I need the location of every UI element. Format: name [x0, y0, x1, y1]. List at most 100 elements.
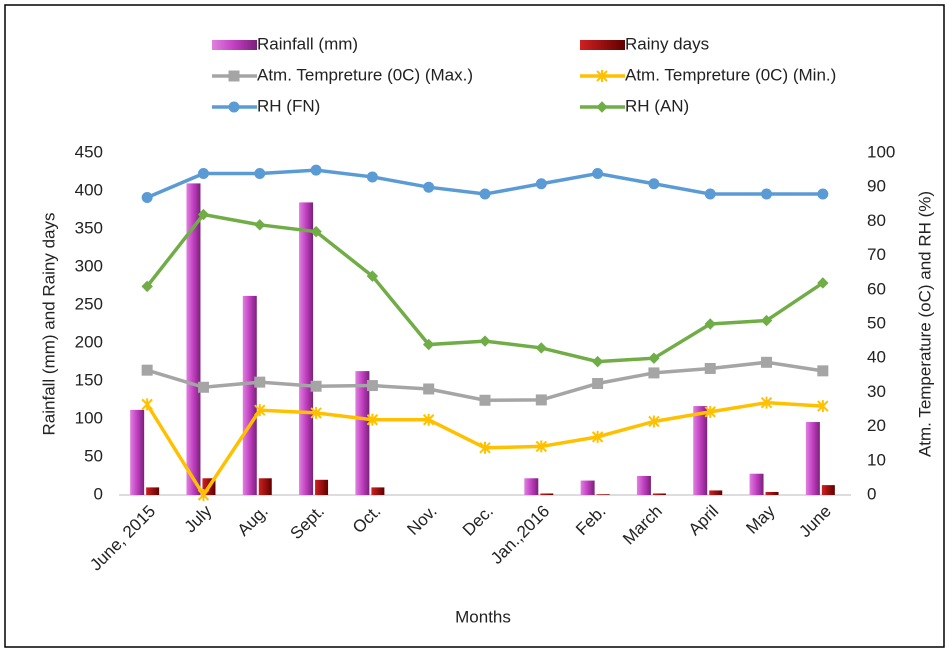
- y2-tick-label: 10: [867, 450, 886, 469]
- marker: [596, 101, 608, 113]
- marker: [817, 277, 829, 289]
- marker: [254, 219, 266, 231]
- y-tick-label: 0: [94, 484, 103, 503]
- x-axis-title: Months: [455, 607, 511, 626]
- legend-label: Atm. Tempreture (0C) (Min.): [625, 65, 836, 84]
- marker: [422, 413, 435, 426]
- y2-tick-label: 60: [867, 279, 886, 298]
- y-tick-label: 250: [75, 294, 103, 313]
- y2-axis-title: Atm. Temperature (oC) and RH (%): [915, 191, 934, 457]
- bar: [596, 494, 610, 495]
- legend-label: Rainfall (mm): [257, 34, 358, 53]
- marker: [591, 355, 604, 368]
- legend-label: Rainy days: [625, 34, 709, 53]
- bar: [242, 295, 257, 495]
- y2-tick-label: 0: [867, 484, 876, 503]
- marker: [761, 188, 773, 200]
- bar: [636, 476, 651, 495]
- y-tick-label: 400: [75, 180, 103, 199]
- bar: [186, 183, 201, 495]
- marker: [254, 404, 266, 417]
- marker: [760, 396, 773, 409]
- marker: [479, 441, 491, 454]
- legend-label: RH (AN): [625, 96, 689, 115]
- bar: [524, 478, 539, 495]
- marker: [704, 188, 716, 200]
- marker: [704, 362, 716, 374]
- marker: [366, 380, 378, 392]
- marker: [761, 356, 773, 368]
- marker: [422, 338, 435, 351]
- bar: [821, 485, 835, 495]
- marker: [366, 413, 379, 426]
- marker: [310, 164, 322, 176]
- legend-swatch: [580, 40, 625, 50]
- bar: [652, 493, 666, 495]
- y2-tick-label: 90: [867, 177, 886, 196]
- marker: [423, 181, 435, 193]
- legend-swatch: [212, 40, 257, 50]
- y-axis-title: Rainfall (mm) and Rainy days: [39, 213, 58, 436]
- marker: [310, 406, 322, 419]
- marker: [366, 270, 379, 282]
- bar: [805, 422, 820, 495]
- marker: [366, 171, 378, 183]
- marker: [141, 280, 153, 293]
- marker: [228, 70, 240, 82]
- marker: [817, 188, 829, 200]
- marker: [648, 415, 660, 428]
- y2-tick-label: 70: [867, 245, 886, 264]
- marker: [197, 208, 210, 221]
- y2-tick-label: 50: [867, 313, 886, 332]
- bar: [146, 487, 160, 495]
- marker: [648, 352, 660, 364]
- y2-tick-label: 80: [867, 211, 886, 230]
- bar: [371, 487, 385, 495]
- bar: [580, 480, 595, 495]
- bar: [299, 202, 314, 495]
- y2-tick-label: 20: [867, 416, 886, 435]
- marker: [197, 489, 210, 501]
- marker: [479, 335, 491, 347]
- y2-tick-label: 40: [867, 348, 886, 367]
- legend-label: Atm. Tempreture (0C) (Max.): [257, 65, 473, 84]
- marker: [479, 188, 491, 200]
- bar: [540, 493, 554, 495]
- marker: [760, 314, 773, 327]
- marker: [141, 191, 153, 203]
- marker: [704, 405, 716, 418]
- marker: [817, 365, 829, 377]
- marker: [141, 398, 153, 411]
- bar: [130, 409, 145, 495]
- marker: [310, 225, 322, 238]
- bar: [355, 371, 370, 495]
- y2-tick-label: 100: [867, 142, 895, 161]
- marker: [479, 394, 491, 406]
- legend-label: RH (FN): [257, 96, 320, 115]
- marker: [596, 70, 608, 82]
- marker: [535, 440, 548, 453]
- y-tick-label: 100: [75, 408, 103, 427]
- marker: [310, 380, 322, 392]
- y-tick-label: 200: [75, 332, 103, 351]
- bar: [765, 491, 779, 495]
- marker: [141, 364, 153, 376]
- marker: [535, 342, 548, 354]
- marker: [197, 168, 209, 180]
- y2-tick-label: 30: [867, 382, 886, 401]
- marker: [592, 168, 604, 180]
- frame: [4, 4, 945, 648]
- y-tick-label: 450: [75, 142, 103, 161]
- bar: [315, 479, 329, 495]
- marker: [592, 378, 604, 390]
- bar: [749, 473, 764, 495]
- marker: [704, 318, 716, 330]
- marker: [423, 383, 435, 395]
- marker: [591, 430, 604, 443]
- marker: [228, 101, 240, 113]
- bar: [709, 490, 723, 495]
- marker: [648, 367, 660, 379]
- y-tick-label: 350: [75, 218, 103, 237]
